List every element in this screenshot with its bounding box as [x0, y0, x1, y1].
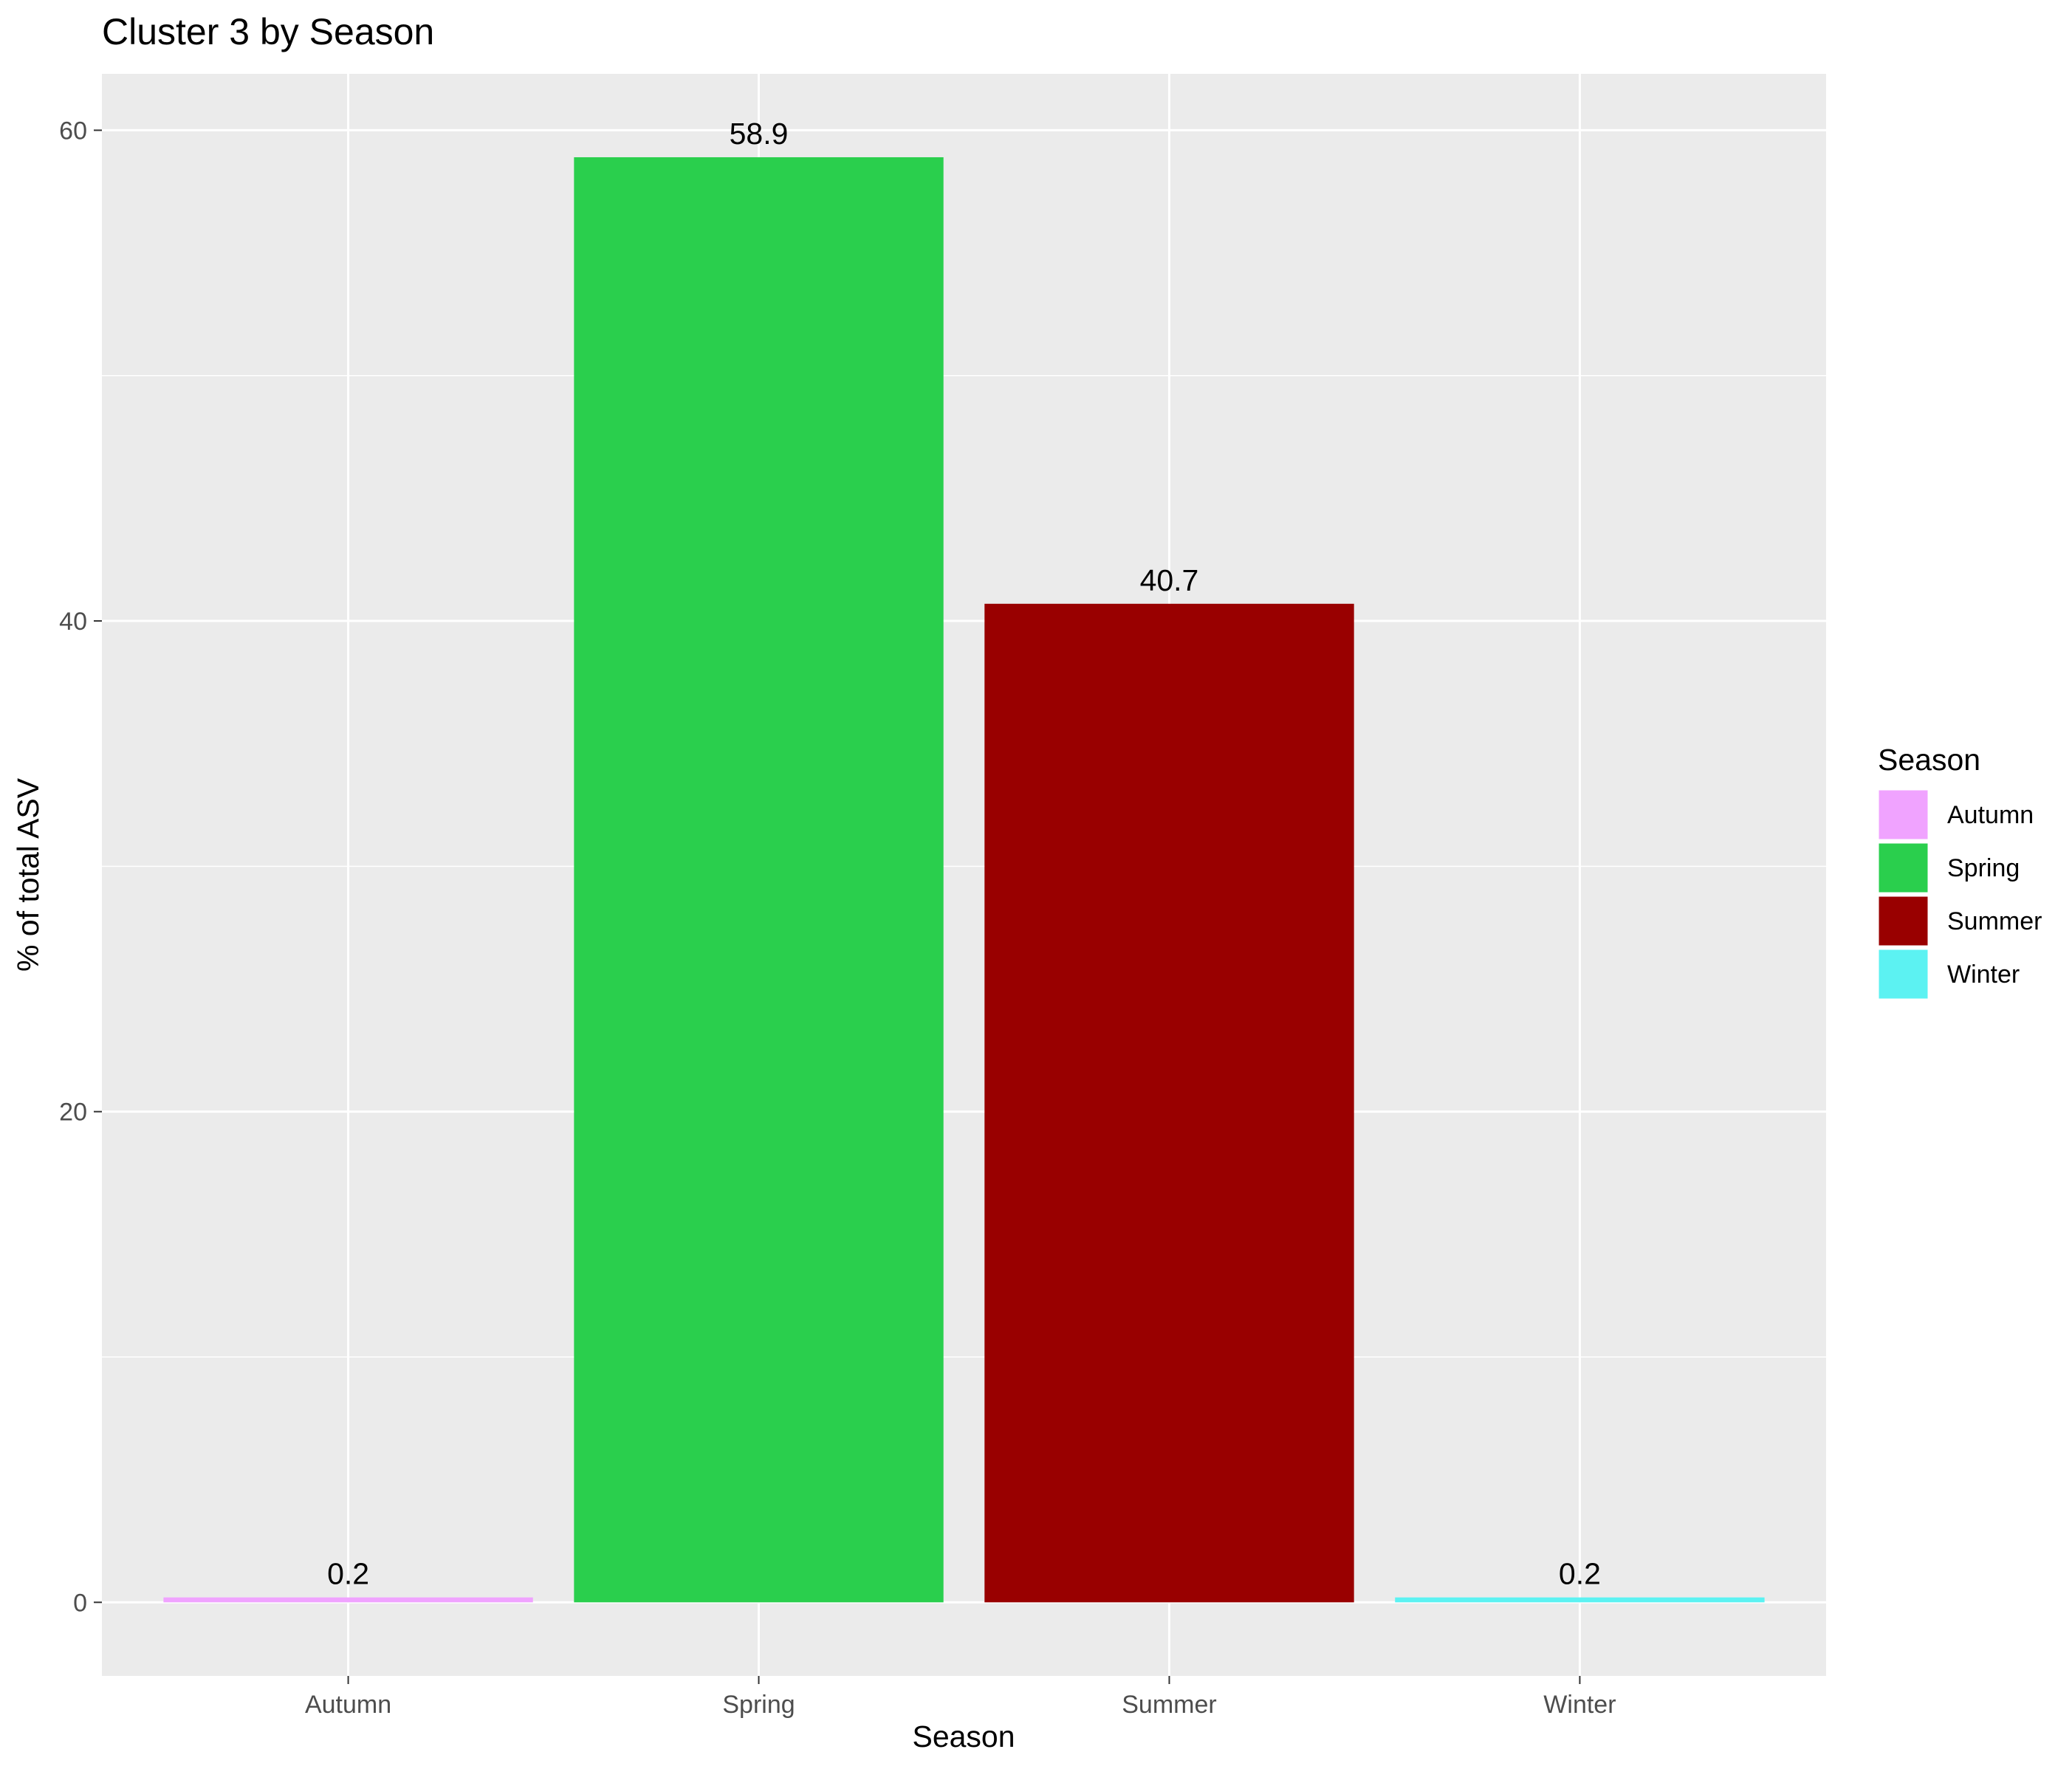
- y-tick-label: 20: [59, 1099, 87, 1127]
- data-label: 0.2: [1559, 1557, 1601, 1591]
- legend: Season Autumn Spring Summer Winter: [1876, 743, 2042, 1001]
- data-labels: 0.2 58.9 40.7 0.2: [327, 117, 1601, 1591]
- y-axis-title: % of total ASV: [11, 777, 45, 972]
- bar-spring: [574, 157, 944, 1603]
- legend-key-spring: [1876, 841, 1930, 895]
- legend-label: Winter: [1947, 961, 2020, 989]
- x-axis-title: Season: [912, 1719, 1015, 1753]
- bars: [163, 157, 1765, 1603]
- x-tick-label: Summer: [1122, 1691, 1216, 1719]
- bar-autumn: [163, 1597, 533, 1603]
- legend-title: Season: [1878, 743, 1980, 777]
- legend-label: Spring: [1947, 854, 2020, 882]
- axes: 0 20 40 60 Autumn Spring Summer Winter: [59, 117, 1616, 1719]
- bar-summer: [984, 603, 1354, 1603]
- legend-label: Summer: [1947, 907, 2042, 935]
- y-tick-label: 60: [59, 117, 87, 145]
- legend-key-autumn: [1876, 788, 1930, 842]
- legend-key-winter: [1876, 947, 1930, 1001]
- data-label: 58.9: [730, 117, 789, 151]
- x-tick-label: Spring: [722, 1691, 795, 1719]
- x-tick-label: Winter: [1543, 1691, 1616, 1719]
- data-label: 40.7: [1140, 563, 1199, 597]
- bar-winter: [1395, 1597, 1765, 1603]
- data-label: 0.2: [327, 1557, 369, 1591]
- legend-label: Autumn: [1947, 801, 2034, 829]
- plot-panel: [102, 74, 1826, 1676]
- chart-title: Cluster 3 by Season: [102, 11, 434, 52]
- y-tick-label: 40: [59, 608, 87, 636]
- y-tick-label: 0: [73, 1589, 87, 1617]
- legend-key-summer: [1876, 894, 1930, 948]
- x-tick-label: Autumn: [305, 1691, 391, 1719]
